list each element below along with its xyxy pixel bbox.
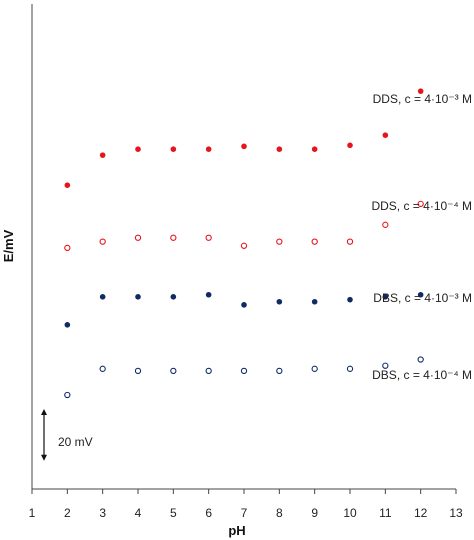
- data-point: [205, 146, 212, 152]
- data-point: [134, 367, 142, 375]
- data-point: [64, 244, 71, 252]
- data-point: [346, 238, 354, 245]
- data-point: [417, 88, 424, 94]
- data-point: [382, 221, 389, 228]
- data-point: [205, 234, 212, 241]
- data-point: [311, 365, 318, 372]
- x-tick-label: 11: [379, 506, 392, 520]
- x-tick-label: 3: [99, 506, 106, 520]
- series-label: DBS, c = 4·10⁻³ M: [373, 291, 472, 305]
- data-point: [311, 298, 318, 305]
- data-point: [99, 294, 106, 300]
- data-point: [64, 321, 71, 328]
- series-label: DDS, c = 4·10⁻³ M: [373, 92, 472, 106]
- x-tick-label: 13: [449, 506, 463, 520]
- series-label: DBS, c = 4·10⁻⁴ M: [372, 368, 472, 382]
- series-labels: DDS, c = 4·10⁻³ M DDS, c = 4·10⁻⁴ M DBS, c…: [371, 92, 472, 382]
- x-tick-label: 10: [343, 506, 357, 520]
- x-tick-label: 4: [135, 506, 142, 520]
- data-point: [417, 356, 424, 363]
- x-tick-label: 8: [276, 506, 283, 520]
- x-tick-label: 2: [64, 506, 71, 520]
- data-point: [99, 152, 106, 158]
- x-tick-label: 12: [414, 506, 428, 520]
- scale-bar-label: 20 mV: [58, 435, 93, 449]
- x-tick-label: 6: [205, 506, 212, 520]
- data-point: [170, 146, 177, 152]
- data-point: [135, 146, 141, 152]
- data-point: [311, 146, 318, 152]
- markers: [64, 88, 424, 399]
- data-point: [134, 234, 142, 241]
- scale-bar: 20 mV: [41, 409, 93, 461]
- data-point: [241, 143, 247, 150]
- data-point: [135, 294, 141, 300]
- data-point: [64, 391, 71, 399]
- x-tick-label: 9: [311, 506, 318, 520]
- data-point: [99, 365, 106, 372]
- data-point: [347, 296, 353, 303]
- data-point: [205, 367, 212, 375]
- data-point: [417, 291, 424, 298]
- data-point: [276, 146, 283, 152]
- x-ticks: 1 2 3 4 5 6 7 8 9 10 11 12 13: [29, 489, 463, 520]
- data-point: [64, 182, 71, 188]
- data-point: [99, 238, 106, 245]
- y-axis-title: E/mV: [1, 229, 16, 262]
- data-point: [170, 234, 177, 241]
- data-point: [276, 367, 283, 375]
- x-tick-label: 1: [29, 506, 36, 520]
- data-point: [311, 238, 318, 245]
- data-point: [417, 200, 424, 207]
- data-point: [240, 367, 248, 375]
- x-tick-label: 5: [170, 506, 177, 520]
- data-point: [170, 294, 177, 300]
- data-point: [241, 302, 247, 308]
- scale-bar-arrow-down: [41, 454, 47, 461]
- series-label: DDS, c = 4·10⁻⁴ M: [371, 199, 472, 213]
- scale-bar-arrow-up: [41, 409, 47, 415]
- data-point: [382, 362, 389, 369]
- data-point: [276, 298, 283, 305]
- data-point: [346, 365, 354, 372]
- data-point: [276, 238, 283, 245]
- data-point: [382, 132, 389, 139]
- data-point: [170, 367, 177, 375]
- data-point: [205, 291, 212, 298]
- data-point: [382, 294, 389, 300]
- x-tick-label: 7: [241, 506, 248, 520]
- data-point: [240, 242, 248, 249]
- data-point: [347, 142, 353, 149]
- x-axis-title: pH: [228, 523, 245, 538]
